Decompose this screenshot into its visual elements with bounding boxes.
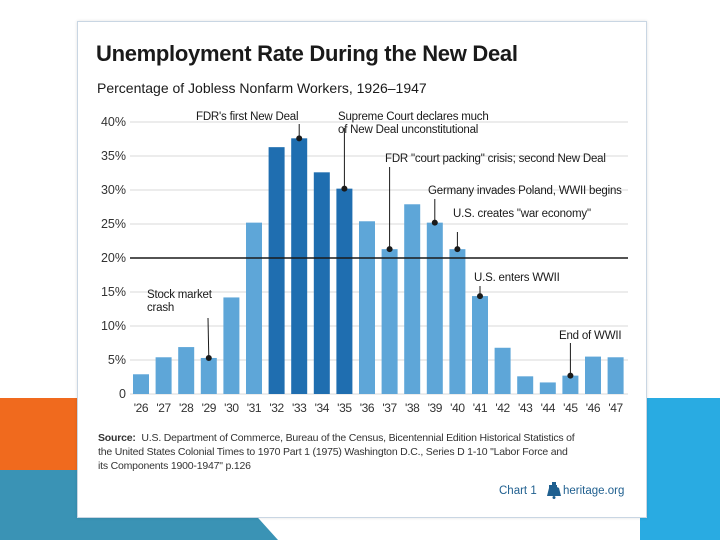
annotation: FDR "court packing" crisis; second New D… xyxy=(385,153,606,253)
x-tick-label: '45 xyxy=(563,401,578,415)
source-line-1: U.S. Department of Commerce, Bureau of t… xyxy=(141,432,574,444)
bar-42 xyxy=(494,347,511,394)
source-line-3: its Components 1900-1947" p.126 xyxy=(98,460,251,472)
annotation-leader-line xyxy=(207,317,210,358)
annotation-label: Stock market xyxy=(147,289,213,301)
x-tick-label: '43 xyxy=(518,401,533,415)
y-tick-label: 40% xyxy=(101,115,126,129)
x-tick-label: '46 xyxy=(586,401,601,415)
annotation-marker xyxy=(431,219,438,226)
bar-37 xyxy=(381,249,398,394)
y-tick-label: 0 xyxy=(119,387,126,401)
source-note: Source: U.S. Department of Commerce, Bur… xyxy=(98,432,575,472)
x-tick-label: '28 xyxy=(179,401,194,415)
annotation-marker xyxy=(296,135,303,142)
annotation-label: crash xyxy=(147,302,174,314)
bar-36 xyxy=(359,221,375,394)
y-tick-label: 15% xyxy=(101,285,126,299)
x-tick-label: '38 xyxy=(405,401,420,415)
svg-text:Source: U.S. Department: Source: U.S. Department of Commerce, Bur… xyxy=(98,432,575,444)
slide-blue-shape xyxy=(640,398,720,540)
annotation-marker xyxy=(205,354,212,361)
annotation: FDR's first New Deal xyxy=(196,111,303,142)
x-tick-label: '26 xyxy=(134,401,149,415)
annotation-label: Germany invades Poland, WWII begins xyxy=(428,185,622,197)
annotation-marker xyxy=(341,185,348,192)
source-label: Source: xyxy=(98,432,136,444)
bar-41 xyxy=(472,296,488,394)
annotation: U.S. enters WWII xyxy=(474,272,560,300)
x-tick-label: '33 xyxy=(292,401,307,415)
bar-26 xyxy=(133,374,149,394)
bar-28 xyxy=(178,347,195,394)
chart-number: Chart 1 xyxy=(499,485,537,497)
x-tick-label: '32 xyxy=(269,401,284,415)
x-tick-label: '35 xyxy=(337,401,352,415)
bar-35 xyxy=(336,188,353,394)
bar-27 xyxy=(155,357,172,394)
brand-link[interactable]: heritage.org xyxy=(563,485,624,497)
bar-47 xyxy=(607,357,624,394)
y-tick-label: 10% xyxy=(101,319,126,333)
bar-43 xyxy=(517,376,534,394)
x-tick-label: '41 xyxy=(473,401,488,415)
bar-40 xyxy=(449,249,466,394)
annotation: U.S. creates "war economy" xyxy=(453,208,591,253)
x-tick-label: '37 xyxy=(382,401,397,415)
bar-30 xyxy=(223,297,240,394)
x-tick-label: '44 xyxy=(541,401,556,415)
annotation-marker xyxy=(386,246,393,253)
bar-46 xyxy=(585,356,601,394)
liberty-bell-icon xyxy=(547,482,561,499)
x-tick-label: '47 xyxy=(608,401,623,415)
annotation-label: FDR's first New Deal xyxy=(196,111,298,123)
annotation-label: of New Deal unconstitutional xyxy=(338,124,478,136)
x-tick-label: '30 xyxy=(224,401,239,415)
y-tick-label: 20% xyxy=(101,251,126,265)
annotation-marker xyxy=(477,293,483,300)
annotation-label: End of WWII xyxy=(559,330,621,342)
y-tick-label: 5% xyxy=(108,353,126,367)
bar-38 xyxy=(404,204,421,394)
bar-31 xyxy=(246,222,262,394)
x-tick-label: '29 xyxy=(202,401,217,415)
annotation-label: Supreme Court declares much xyxy=(338,111,489,123)
bar-34 xyxy=(313,172,330,394)
y-tick-label: 30% xyxy=(101,183,126,197)
bar-33 xyxy=(291,138,308,394)
bar-32 xyxy=(268,147,285,394)
chart-subtitle: Percentage of Jobless Nonfarm Workers, 1… xyxy=(97,80,427,96)
x-axis-ticks: '26 '27 '28 '29 '30 '31 '32 '33 '34 '35 '36 '37 '38 '… xyxy=(134,401,624,415)
y-tick-label: 25% xyxy=(101,217,126,231)
x-tick-label: '34 xyxy=(315,401,330,415)
bar-45 xyxy=(562,375,579,394)
annotation-label: FDR "court packing" crisis; second New D… xyxy=(385,153,606,165)
bar-39 xyxy=(426,222,443,394)
y-axis-ticks: 0 5% 10% 15% 20% 25% 30% 35% 40% xyxy=(101,115,126,401)
chart-title: Unemployment Rate During the New Deal xyxy=(96,41,518,66)
annotation: End of WWII xyxy=(559,330,622,379)
bar-29 xyxy=(200,357,217,394)
annotations: FDR's first New Deal Supreme Court declar… xyxy=(147,111,622,379)
x-tick-label: '39 xyxy=(428,401,443,415)
annotation-marker xyxy=(454,246,461,253)
x-tick-label: '27 xyxy=(156,401,171,415)
x-tick-label: '42 xyxy=(495,401,510,415)
source-line-2: the United States Colonial Times to 1970… xyxy=(98,446,568,458)
x-tick-label: '36 xyxy=(360,401,375,415)
bar-44 xyxy=(539,382,556,394)
annotation-label: U.S. enters WWII xyxy=(474,272,560,284)
x-tick-label: '31 xyxy=(247,401,262,415)
y-tick-label: 35% xyxy=(101,149,126,163)
annotation: Germany invades Poland, WWII begins xyxy=(428,185,622,226)
annotation-label: U.S. creates "war economy" xyxy=(453,208,591,220)
bars xyxy=(133,138,624,394)
x-tick-label: '40 xyxy=(450,401,465,415)
annotation-marker xyxy=(567,372,574,379)
